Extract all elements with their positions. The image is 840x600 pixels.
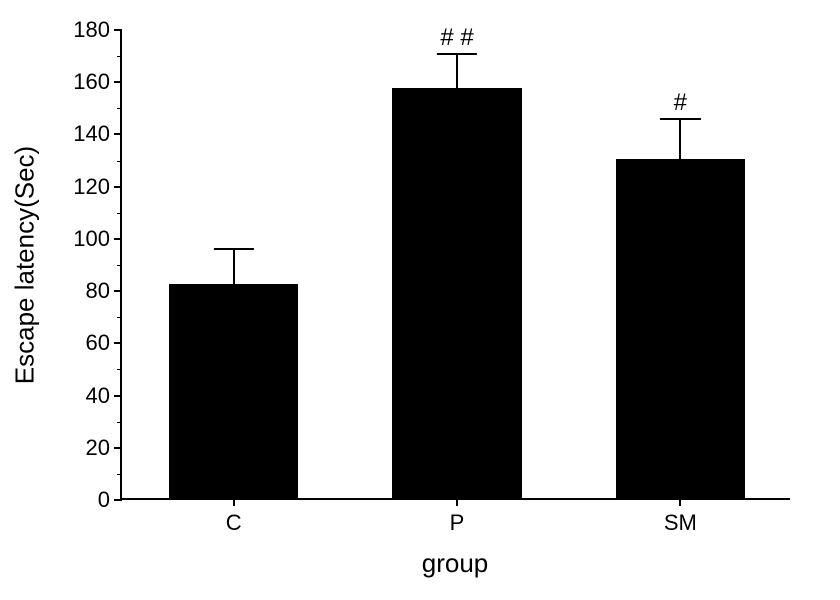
- bar-p: [392, 88, 522, 498]
- y-tick-label: 160: [73, 69, 122, 95]
- x-tick-label: C: [226, 498, 242, 536]
- errorbar-stem: [456, 54, 458, 91]
- errorbar-cap: [437, 53, 477, 55]
- errorbar-cap: [214, 248, 254, 250]
- y-tick-label: 0: [98, 487, 122, 513]
- significance-label: #: [674, 89, 687, 117]
- bar-sm: [616, 159, 746, 498]
- y-tick-label: 80: [86, 278, 122, 304]
- errorbar-stem: [679, 119, 681, 161]
- y-minor-tick: [117, 317, 122, 318]
- y-minor-tick: [117, 265, 122, 266]
- y-tick-label: 140: [73, 121, 122, 147]
- x-axis-title: group: [422, 548, 489, 579]
- y-minor-tick: [117, 108, 122, 109]
- errorbar-cap: [660, 118, 700, 120]
- x-tick-label: P: [450, 498, 465, 536]
- y-tick-label: 120: [73, 174, 122, 200]
- y-tick-label: 180: [73, 17, 122, 43]
- y-tick-label: 40: [86, 383, 122, 409]
- y-minor-tick: [117, 369, 122, 370]
- y-tick-label: 20: [86, 435, 122, 461]
- y-axis-title: Escape latency(Sec): [10, 146, 41, 384]
- y-minor-tick: [117, 213, 122, 214]
- y-minor-tick: [117, 422, 122, 423]
- y-minor-tick: [117, 161, 122, 162]
- significance-label: # #: [440, 24, 473, 52]
- x-tick-label: SM: [664, 498, 697, 536]
- y-minor-tick: [117, 56, 122, 57]
- y-tick-label: 100: [73, 226, 122, 252]
- escape-latency-chart: 020406080100120140160180CP# #SM# Escape …: [0, 0, 840, 600]
- y-tick-label: 60: [86, 330, 122, 356]
- y-minor-tick: [117, 474, 122, 475]
- errorbar-stem: [233, 249, 235, 286]
- bar-c: [169, 284, 299, 498]
- plot-area: 020406080100120140160180CP# #SM#: [120, 30, 790, 500]
